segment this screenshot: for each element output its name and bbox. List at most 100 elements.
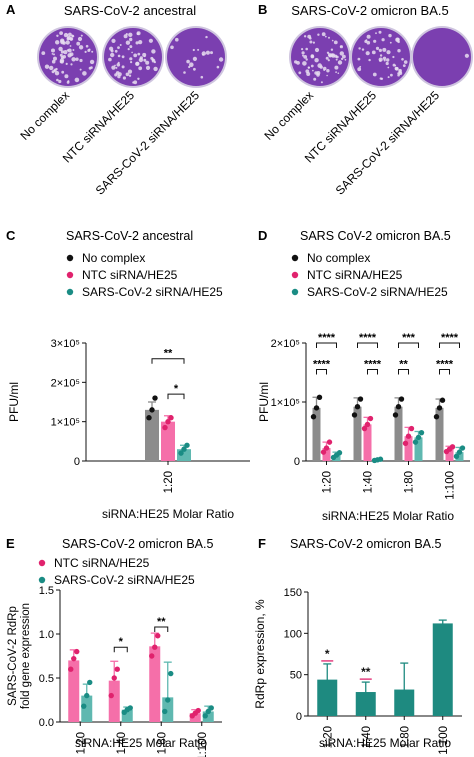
plaque xyxy=(306,72,311,76)
plaque xyxy=(357,67,362,72)
plaque xyxy=(319,65,323,69)
panel-letter-b: B xyxy=(258,2,267,17)
significance-label: * xyxy=(325,647,330,661)
data-point xyxy=(162,708,168,715)
plaque xyxy=(379,59,382,62)
panel-b: B SARS-CoV-2 omicron BA.5 No complex NTC… xyxy=(258,2,473,198)
legend-label: NTC siRNA/HE25 xyxy=(307,268,403,282)
data-point xyxy=(81,703,87,709)
y-tick-label: 100 xyxy=(284,628,302,640)
significance-label: *** xyxy=(402,332,416,344)
plaque xyxy=(49,65,54,71)
plaque xyxy=(335,71,337,73)
plaque xyxy=(381,38,385,42)
data-point xyxy=(87,679,93,686)
y-tick-label: 1×10⁵ xyxy=(51,417,80,429)
data-point xyxy=(195,707,201,714)
plaque xyxy=(133,53,138,58)
plaque xyxy=(143,58,147,62)
plaque xyxy=(127,48,130,51)
plaque xyxy=(130,61,133,64)
plate-well xyxy=(291,28,349,86)
plaque xyxy=(65,62,68,65)
plaque xyxy=(145,65,151,70)
plaque xyxy=(334,65,339,70)
chart-e: E SARS-CoV-2 omicron BA.5 NTC siRNA/HE25 SA… xyxy=(6,536,222,757)
plaque xyxy=(464,53,469,58)
plate-label: SARS-CoV-2 siRNA/HE25 xyxy=(333,88,443,198)
significance-bracket xyxy=(113,646,128,653)
plaque xyxy=(312,41,315,44)
plaque xyxy=(69,52,74,57)
chart-c: C SARS-CoV-2 ancestral No complex NTC siRNA… xyxy=(6,228,250,521)
panel-letter: C xyxy=(6,228,16,243)
plaque xyxy=(129,57,133,61)
plaque xyxy=(143,55,146,58)
plaque xyxy=(339,51,344,56)
plaque xyxy=(302,61,307,66)
plaque xyxy=(205,35,208,39)
significance-label: **** xyxy=(364,359,382,371)
panel-letter: D xyxy=(258,228,267,243)
legend-marker xyxy=(66,254,74,262)
plaque xyxy=(153,66,158,72)
plaque xyxy=(326,74,328,77)
plaque xyxy=(72,49,75,51)
bar xyxy=(317,679,338,716)
data-point xyxy=(320,449,327,455)
bar xyxy=(189,713,201,722)
plaque xyxy=(117,46,120,49)
bar xyxy=(312,407,321,461)
data-point xyxy=(74,648,80,655)
legend-marker xyxy=(66,271,74,279)
data-point xyxy=(412,439,419,445)
plaque xyxy=(88,48,91,51)
plaque xyxy=(119,44,122,46)
plaque xyxy=(56,34,59,37)
data-point xyxy=(436,405,443,411)
bar xyxy=(145,409,159,461)
plaque xyxy=(79,68,82,71)
plaque xyxy=(77,36,83,42)
plaque xyxy=(193,67,196,71)
y-tick-label: 50 xyxy=(290,670,302,682)
plaque xyxy=(108,57,112,62)
x-tick-label: 1:20 xyxy=(75,732,87,754)
plaque xyxy=(365,51,370,56)
significance-bracket xyxy=(151,358,185,364)
legend-label: NTC siRNA/HE25 xyxy=(54,556,150,570)
y-tick-label: 2×10⁵ xyxy=(51,377,80,389)
legend-marker xyxy=(66,288,74,296)
data-point xyxy=(354,404,361,410)
x-tick-label: 1:20 xyxy=(163,471,175,493)
plaque xyxy=(201,51,206,56)
plaque xyxy=(210,51,213,55)
plaque xyxy=(69,37,74,41)
plaque xyxy=(80,34,83,37)
plaque xyxy=(58,46,63,52)
plaque xyxy=(328,36,330,39)
plate-label: SARS-CoV-2 siRNA/HE25 xyxy=(93,88,203,198)
plaque xyxy=(390,73,393,77)
plaque xyxy=(137,77,140,81)
plaque xyxy=(378,48,382,53)
plaque xyxy=(89,59,95,65)
bar xyxy=(81,695,93,722)
chart-title: SARS CoV-2 omicron BA.5 xyxy=(300,229,451,243)
data-point xyxy=(402,440,409,446)
panel-a: A SARS-CoV-2 ancestral No complex NTC si… xyxy=(6,2,227,198)
plaque xyxy=(71,34,74,38)
plaque xyxy=(51,53,54,55)
data-point xyxy=(392,412,399,418)
plaque xyxy=(326,51,330,54)
panel-letter-a: A xyxy=(6,2,16,17)
plaque xyxy=(135,61,140,66)
data-point xyxy=(205,708,211,715)
plaque xyxy=(301,48,304,51)
legend-label: No complex xyxy=(82,251,145,265)
plaque xyxy=(337,60,343,65)
x-axis-label: siRNA:HE25 Molar Ratio xyxy=(322,509,454,523)
plaque xyxy=(85,44,89,48)
plaque xyxy=(118,72,122,77)
plaque xyxy=(110,49,114,53)
